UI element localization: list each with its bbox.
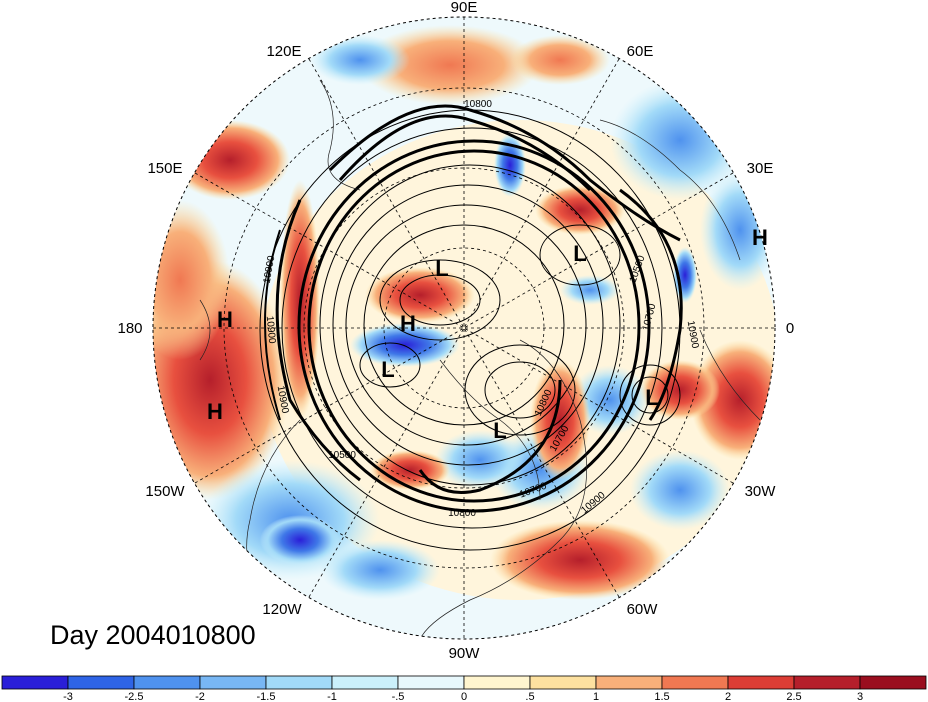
high-pressure-marker: H: [217, 307, 233, 332]
colorbar-swatch: [727, 675, 795, 690]
colorbar-tick-label: -3: [63, 691, 73, 702]
low-pressure-marker: L: [645, 385, 658, 410]
longitude-labels: 90E 120E 60E 150E 30E 180 0 150W 30W 120…: [117, 0, 794, 662]
contour-label: 10900: [685, 320, 701, 350]
lon-label-180: 180: [117, 320, 142, 337]
colorbar-tick-label: 2.5: [786, 691, 801, 702]
height-contours: [259, 104, 683, 551]
low-pressure-marker: L: [435, 256, 448, 281]
pressure-systems: H H H H L L L L L: [207, 225, 768, 443]
colorbar-swatch: [463, 675, 531, 690]
contour-label: 10500: [328, 450, 356, 461]
colorbar-swatch: [595, 675, 663, 690]
colorbar-swatch: [793, 675, 861, 690]
low-pressure-marker: L: [381, 357, 394, 382]
lon-label-60w: 60W: [627, 601, 659, 618]
lon-label-150e: 150E: [147, 160, 182, 177]
graticule: [153, 17, 775, 639]
colorbar-swatch: [661, 675, 729, 690]
colorbar-swatch: [133, 675, 201, 690]
colorbar-tick-label: -2: [195, 691, 205, 702]
colorbar-tick-label: 1: [593, 691, 599, 702]
colorbar-tick-label: -2.5: [125, 691, 144, 702]
lon-label-90w: 90W: [449, 645, 481, 662]
lon-label-0: 0: [786, 320, 794, 337]
lon-label-120w: 120W: [262, 601, 302, 618]
colorbar-swatch: [67, 675, 135, 690]
colorbar-tick-label: 2: [725, 691, 731, 702]
lon-label-60e: 60E: [627, 43, 654, 60]
colorbar-swatch: [331, 675, 399, 690]
contour-label: 10900: [264, 315, 277, 344]
low-pressure-marker: L: [493, 418, 506, 443]
contour-label: 10900: [262, 254, 278, 284]
colorbar-tick-label: -.5: [392, 691, 405, 702]
colorbar-swatch: [1, 675, 69, 690]
colorbar-swatch: [199, 675, 267, 690]
low-pressure-marker: L: [573, 241, 586, 266]
colorbar-tick-label: 0: [461, 691, 467, 702]
lon-label-30w: 30W: [745, 483, 777, 500]
figure-title: Day 2004010800: [50, 620, 256, 650]
contour-label: 10900: [275, 385, 291, 415]
contour-label: 10800: [448, 508, 476, 519]
high-pressure-marker: H: [207, 399, 223, 424]
high-pressure-marker: H: [752, 225, 768, 250]
high-pressure-marker: H: [400, 311, 416, 336]
lon-label-90e: 90E: [451, 0, 478, 16]
colorbar-swatch: [859, 675, 927, 690]
contour-label: 10800: [464, 99, 492, 110]
colorbar-tick-label: -1: [327, 691, 337, 702]
colorbar-swatch: [397, 675, 465, 690]
map-border: [152, 16, 776, 640]
colorbar-swatch: [529, 675, 597, 690]
colorbar-swatch: [265, 675, 333, 690]
colorbar-tick-label: 3: [857, 691, 863, 702]
colorbar-tick-label: -1.5: [257, 691, 276, 702]
map-disc: [152, 16, 776, 640]
lon-label-120e: 120E: [266, 43, 301, 60]
lon-label-30e: 30E: [747, 160, 774, 177]
lon-label-150w: 150W: [145, 483, 185, 500]
colorbar: -3 -2.5 -2 -1.5 -1 -.5 0 .5 1 1.5 2 2.5 3: [1, 675, 927, 702]
colorbar-tick-label: 1.5: [654, 691, 669, 702]
colorbar-tick-label: .5: [525, 691, 534, 702]
